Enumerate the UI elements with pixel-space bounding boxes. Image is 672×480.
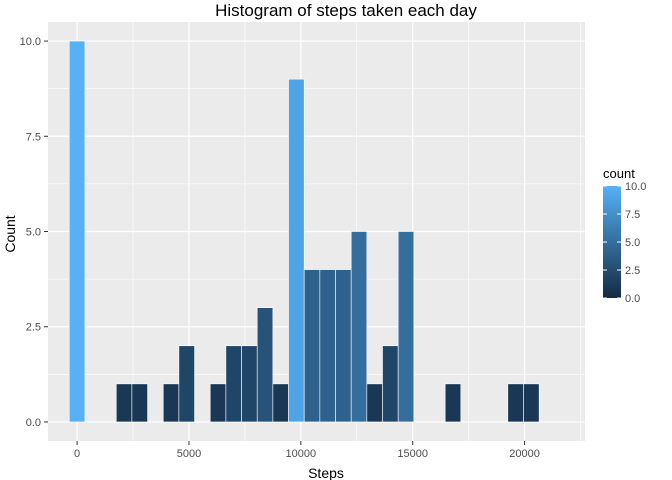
y-tick-label: 2.5 xyxy=(26,322,41,334)
histogram-bar xyxy=(382,345,399,423)
legend-tick-label: 10.0 xyxy=(625,181,646,193)
legend-colorbar xyxy=(603,186,621,298)
histogram-bar xyxy=(178,345,195,423)
legend-ticks: 0.0 2.5 5.0 7.5 10.0 xyxy=(603,181,646,305)
histogram-bar xyxy=(256,307,274,423)
legend-title: count xyxy=(603,166,635,181)
color-legend: count 0.0 2.5 5.0 7.5 10.0 xyxy=(603,166,646,305)
y-tick-label: 5.0 xyxy=(26,227,41,239)
histogram-bar xyxy=(288,78,305,423)
y-axis-ticks: 0.0 2.5 5.0 7.5 10.0 xyxy=(20,36,48,429)
histogram-bar xyxy=(303,269,321,423)
histogram-bar xyxy=(350,231,368,423)
histogram-bar xyxy=(162,383,180,423)
histogram-bar xyxy=(507,383,524,423)
histogram-bar xyxy=(272,383,289,423)
histogram-bar xyxy=(444,383,462,423)
legend-tick-label: 5.0 xyxy=(625,237,640,249)
histogram-bar xyxy=(366,383,383,423)
histogram-bar xyxy=(335,269,352,423)
histogram-bar xyxy=(68,40,86,423)
x-tick-label: 20000 xyxy=(509,448,540,460)
histogram-bar xyxy=(397,231,415,423)
histogram-bar xyxy=(131,383,148,423)
histogram-bar xyxy=(209,383,227,423)
legend-tick-label: 2.5 xyxy=(625,265,640,277)
x-tick-label: 15000 xyxy=(397,448,428,460)
histogram-bars xyxy=(68,40,540,423)
x-axis-ticks: 0 5000 10000 15000 20000 xyxy=(74,441,540,460)
chart-title: Histogram of steps taken each day xyxy=(215,1,477,20)
y-tick-label: 0.0 xyxy=(26,417,41,429)
histogram-bar xyxy=(241,345,258,423)
y-tick-label: 10.0 xyxy=(20,36,41,48)
histogram-bar xyxy=(225,345,242,423)
x-tick-label: 5000 xyxy=(177,448,201,460)
x-tick-label: 10000 xyxy=(286,448,317,460)
y-tick-label: 7.5 xyxy=(26,131,41,143)
histogram-bar xyxy=(319,269,336,423)
histogram-bar xyxy=(115,383,133,423)
histogram-bar xyxy=(523,383,540,423)
x-tick-label: 0 xyxy=(74,448,80,460)
y-axis-title: Count xyxy=(2,215,18,252)
legend-tick-label: 0.0 xyxy=(625,293,640,305)
x-axis-title: Steps xyxy=(308,465,344,480)
legend-tick-label: 7.5 xyxy=(625,209,640,221)
